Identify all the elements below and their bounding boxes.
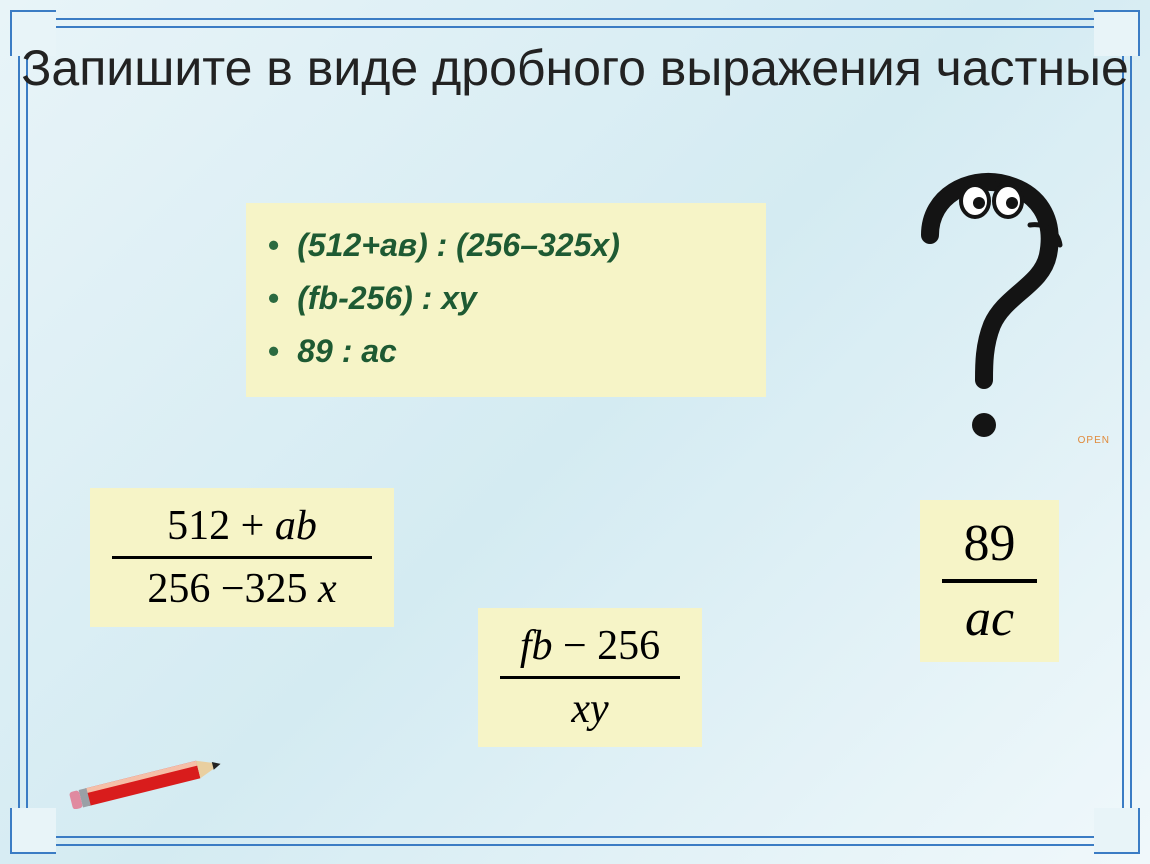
fraction-denominator: ху bbox=[500, 685, 680, 733]
bullet-item: (fb-256) : ху bbox=[268, 272, 744, 325]
den-mid: −325 bbox=[221, 566, 318, 612]
bullet-text: 89 : ас bbox=[297, 325, 397, 378]
frame-corner-br bbox=[1094, 808, 1140, 854]
num-plain: − 256 bbox=[552, 623, 660, 669]
fraction-numerator: fb − 256 bbox=[500, 622, 680, 670]
fraction-line bbox=[942, 579, 1037, 583]
fraction-denominator: 256 −325 х bbox=[112, 565, 372, 613]
watermark-text: OPEN bbox=[1078, 435, 1110, 446]
fraction-3: 89 ас bbox=[920, 500, 1059, 662]
fraction-denominator: ас bbox=[942, 589, 1037, 648]
den-plain: 256 bbox=[147, 566, 221, 612]
bullet-list: (512+ав) : (256–325х) (fb-256) : ху 89 :… bbox=[246, 203, 766, 397]
num-plain: 512 + bbox=[167, 503, 275, 549]
bullet-text: (512+ав) : (256–325х) bbox=[297, 219, 620, 272]
fraction-1: 512 + аb 256 −325 х bbox=[90, 488, 394, 627]
slide-title: Запишите в виде дробного выражения частн… bbox=[0, 40, 1150, 98]
frame-corner-bl bbox=[10, 808, 56, 854]
fraction-line bbox=[500, 676, 680, 679]
fraction-line bbox=[112, 556, 372, 559]
bullet-item: (512+ав) : (256–325х) bbox=[268, 219, 744, 272]
fraction-numerator: 89 bbox=[942, 514, 1037, 573]
pencil-icon bbox=[55, 759, 225, 809]
fraction-numerator: 512 + аb bbox=[112, 502, 372, 550]
bullet-text: (fb-256) : ху bbox=[297, 272, 477, 325]
num-italic: fb bbox=[520, 623, 553, 669]
fraction-2: fb − 256 ху bbox=[478, 608, 702, 747]
question-mark-icon bbox=[880, 165, 1080, 455]
den-italic: х bbox=[318, 566, 337, 612]
bullet-item: 89 : ас bbox=[268, 325, 744, 378]
num-italic: аb bbox=[275, 503, 317, 549]
